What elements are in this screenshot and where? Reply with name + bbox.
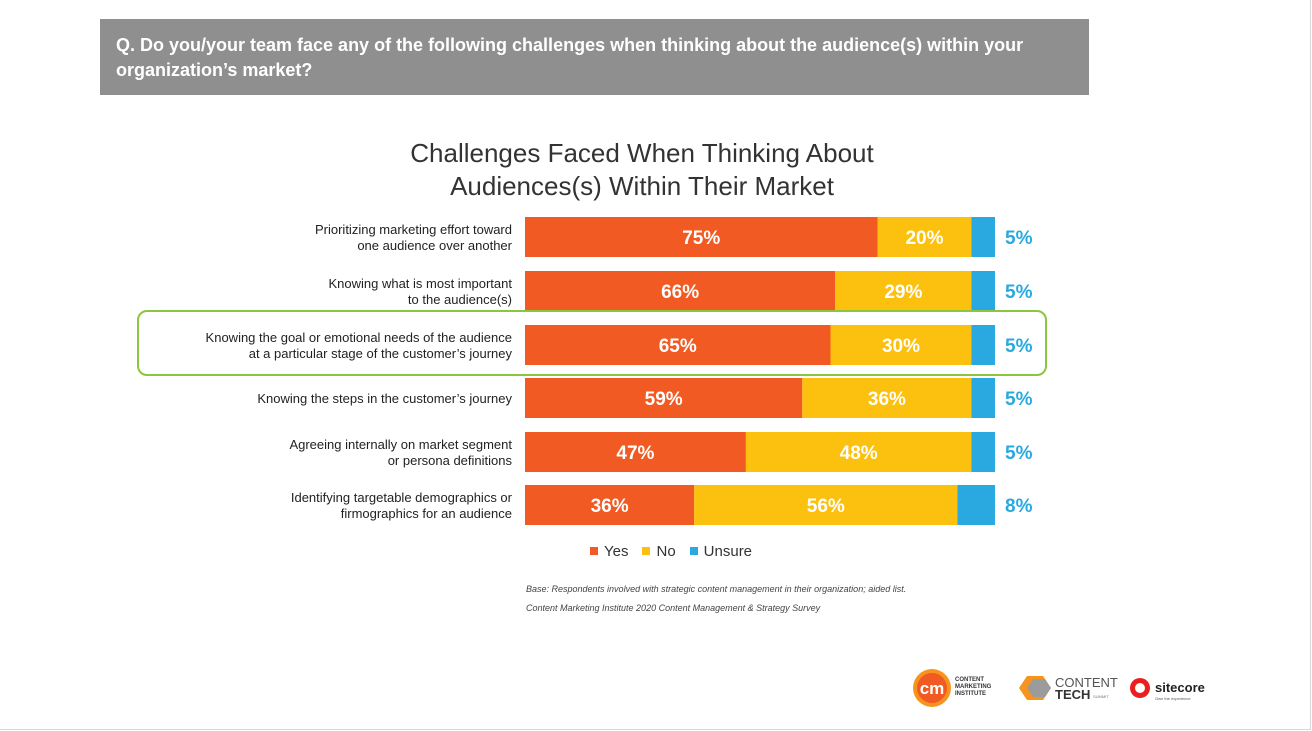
category-label: Prioritizing marketing effort toward <box>315 222 512 237</box>
svg-text:MARKETING: MARKETING <box>955 684 992 690</box>
bar-unsure <box>957 485 995 525</box>
data-label-no: 48% <box>840 443 878 464</box>
chart-title-line-1: Challenges Faced When Thinking About <box>410 138 874 168</box>
data-label-yes: 66% <box>661 282 699 303</box>
data-label-yes: 65% <box>659 336 697 357</box>
bar-no <box>694 485 958 525</box>
category-label: or persona definitions <box>388 453 513 468</box>
cmi-logo: cm CONTENT MARKETING INSTITUTE <box>913 669 992 707</box>
bar-unsure <box>971 271 995 311</box>
legend-item-no: No <box>642 542 676 560</box>
data-label-unsure: 5% <box>1005 389 1033 410</box>
svg-text:Own the experience: Own the experience <box>1155 696 1191 701</box>
bar-no <box>802 378 972 418</box>
base-note: Base: Respondents involved with strategi… <box>526 584 907 594</box>
bar-yes <box>525 378 803 418</box>
data-label-no: 20% <box>905 228 943 249</box>
source-note: Content Marketing Institute 2020 Content… <box>526 603 821 613</box>
data-label-yes: 47% <box>616 443 654 464</box>
question-text: Q. Do you/your team face any of the foll… <box>116 35 1024 80</box>
data-label-unsure: 5% <box>1005 282 1033 303</box>
bar-yes <box>525 271 836 311</box>
category-label: Knowing the goal or emotional needs of t… <box>206 330 512 345</box>
data-label-yes: 36% <box>591 496 629 517</box>
category-label: to the audience(s) <box>408 292 512 307</box>
bar-no <box>835 271 972 311</box>
chart-title-line-2: Audiences(s) Within Their Market <box>450 171 834 201</box>
bar-unsure <box>971 217 995 257</box>
svg-text:CONTENT: CONTENT <box>1055 675 1118 690</box>
legend-label-unsure: Unsure <box>703 542 753 560</box>
svg-text:TECH: TECH <box>1055 687 1090 702</box>
bar-yes <box>525 325 831 365</box>
highlight-box <box>137 310 1047 376</box>
bar-no <box>830 325 972 365</box>
bar-no <box>745 432 972 472</box>
legend-label-yes: Yes <box>604 542 629 560</box>
legend-swatch-unsure <box>689 547 698 555</box>
category-label: Knowing what is most important <box>328 276 512 291</box>
svg-text:cm: cm <box>920 679 945 698</box>
svg-text:sitecore: sitecore <box>1155 680 1205 695</box>
category-label: Agreeing internally on market segment <box>289 437 512 452</box>
category-label: one audience over another <box>357 238 512 253</box>
legend-label-no: No <box>656 542 676 560</box>
data-label-yes: 75% <box>682 228 720 249</box>
legend-item-unsure: Unsure <box>689 542 753 560</box>
bar-no <box>877 217 972 257</box>
category-label: at a particular stage of the customer’s … <box>249 346 513 361</box>
bar-unsure <box>971 378 995 418</box>
sitecore-logo: sitecore Own the experience <box>1130 678 1205 701</box>
svg-text:CONTENT: CONTENT <box>955 677 984 683</box>
bar-yes <box>525 432 746 472</box>
category-label: Knowing the steps in the customer’s jour… <box>257 391 512 406</box>
data-label-no: 56% <box>807 496 845 517</box>
data-label-no: 29% <box>884 282 922 303</box>
question-banner: Q. Do you/your team face any of the foll… <box>100 19 1089 95</box>
legend-item-yes: Yes <box>590 543 628 560</box>
legend-swatch-no <box>642 547 651 555</box>
svg-text:SUMMIT: SUMMIT <box>1093 694 1109 699</box>
data-label-unsure: 5% <box>1005 336 1033 357</box>
data-label-unsure: 8% <box>1005 496 1033 517</box>
data-label-yes: 59% <box>645 389 683 410</box>
bar-unsure <box>971 432 995 472</box>
bar-yes <box>525 485 695 525</box>
bar-yes <box>525 217 878 257</box>
legend-swatch-yes <box>590 547 598 555</box>
bar-unsure <box>971 325 995 365</box>
data-label-unsure: 5% <box>1005 443 1033 464</box>
category-label: Identifying targetable demographics or <box>291 490 513 505</box>
svg-text:INSTITUTE: INSTITUTE <box>955 691 986 697</box>
chart-legend: Yes No Unsure <box>590 541 752 561</box>
chart-title: Challenges Faced When Thinking About Aud… <box>340 137 944 203</box>
contenttech-logo: CONTENT TECH SUMMIT <box>1019 675 1118 702</box>
data-label-unsure: 5% <box>1005 228 1033 249</box>
category-label: firmographics for an audience <box>341 506 512 521</box>
data-label-no: 30% <box>882 336 920 357</box>
data-label-no: 36% <box>868 389 906 410</box>
